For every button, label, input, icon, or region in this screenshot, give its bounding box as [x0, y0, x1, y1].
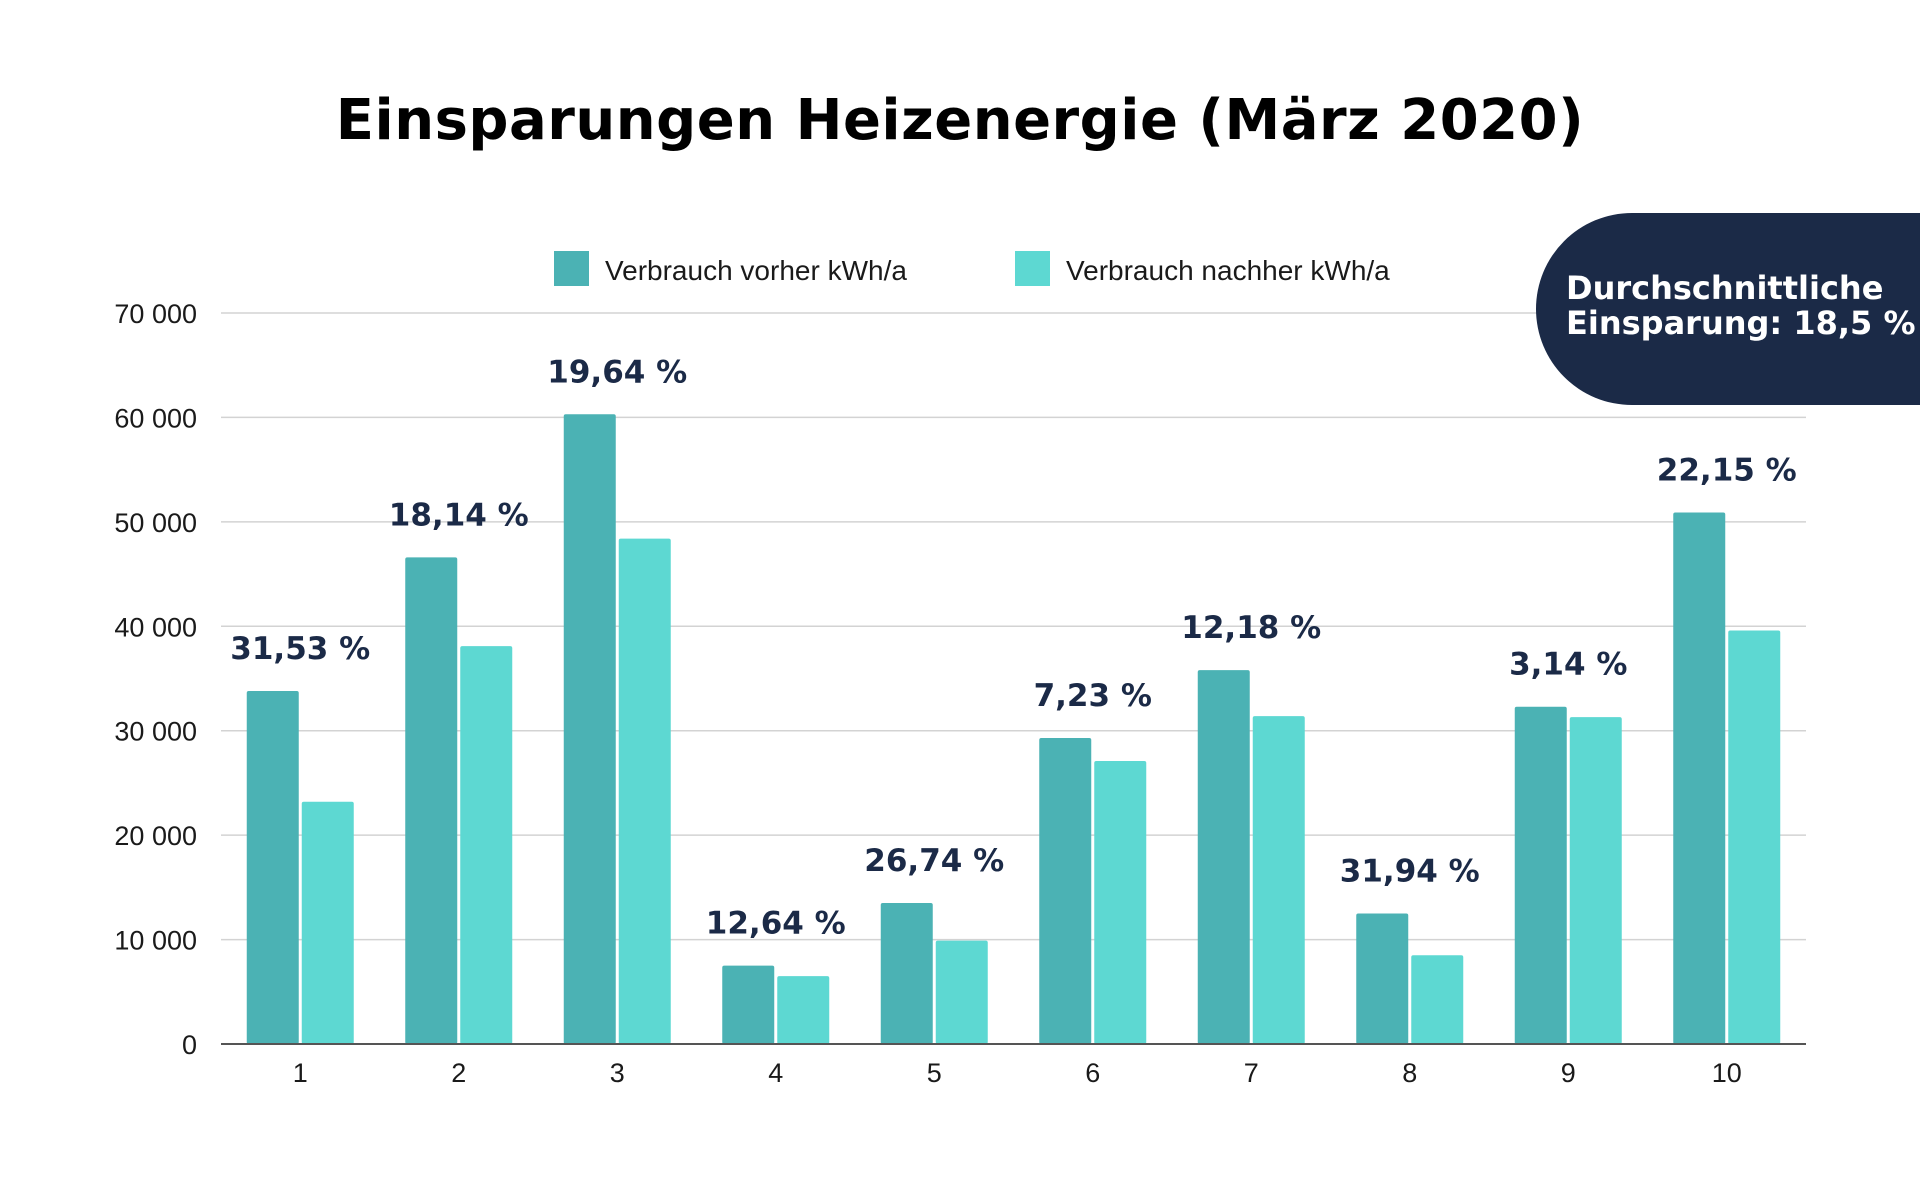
x-tick-label: 10	[1712, 1058, 1742, 1088]
bar-nachher	[1569, 717, 1622, 1044]
percent-label: 19,64 %	[547, 354, 687, 390]
percent-label: 12,18 %	[1181, 610, 1321, 646]
grid-lines	[221, 312, 1806, 941]
x-axis: 1 2 3 4 5 6 7 8 9 10	[221, 1043, 1806, 1088]
y-axis: 0 10 000 20 000 30 000 40 000 50 000 60 000 70 …	[114, 299, 197, 1060]
bar-nachher	[301, 801, 354, 1044]
percent-label: 31,53 %	[230, 631, 370, 667]
bar-nachher	[1252, 716, 1305, 1044]
bar-nachher	[618, 538, 671, 1044]
percent-label: 26,74 %	[864, 843, 1004, 879]
y-tick-label: 50 000	[114, 508, 197, 538]
bar-vorher	[1197, 670, 1250, 1044]
bar-vorher	[1356, 913, 1409, 1044]
bar-vorher	[880, 903, 933, 1044]
bar-vorher	[1514, 706, 1567, 1044]
bar-nachher	[460, 646, 513, 1044]
chart-title: Einsparungen Heizenergie (März 2020)	[335, 88, 1585, 153]
bar-nachher	[935, 940, 988, 1044]
bar-vorher	[1039, 738, 1092, 1044]
legend-label: Verbrauch vorher kWh/a	[605, 255, 907, 286]
bar-vorher	[246, 691, 299, 1044]
y-tick-label: 10 000	[114, 926, 197, 956]
legend-swatch	[1015, 251, 1050, 286]
x-tick-label: 2	[451, 1058, 466, 1088]
y-tick-label: 40 000	[114, 612, 197, 642]
badge-line-1: Durchschnittliche	[1566, 269, 1884, 307]
y-tick-label: 20 000	[114, 821, 197, 851]
percent-label: 7,23 %	[1034, 678, 1152, 714]
bar-nachher	[1728, 630, 1781, 1044]
legend-swatch	[554, 251, 589, 286]
y-tick-label: 0	[182, 1030, 197, 1060]
badge-line-2: Einsparung: 18,5 %	[1566, 304, 1916, 342]
legend-label: Verbrauch nachher kWh/a	[1066, 255, 1390, 286]
x-tick-label: 7	[1244, 1058, 1259, 1088]
percent-label: 3,14 %	[1509, 647, 1627, 683]
average-savings-badge: Durchschnittliche Einsparung: 18,5 %	[1536, 213, 1920, 405]
y-tick-label: 70 000	[114, 299, 197, 329]
percent-label: 31,94 %	[1340, 853, 1480, 889]
x-tick-label: 1	[293, 1058, 308, 1088]
x-tick-label: 6	[1085, 1058, 1100, 1088]
percent-label: 18,14 %	[389, 497, 529, 533]
bar-vorher	[563, 414, 616, 1044]
bar-nachher	[777, 976, 830, 1044]
x-tick-label: 9	[1561, 1058, 1576, 1088]
percent-label: 12,64 %	[706, 906, 846, 942]
x-tick-label: 8	[1402, 1058, 1417, 1088]
bar-vorher	[405, 557, 458, 1044]
legend: Verbrauch vorher kWh/a Verbrauch nachher …	[554, 251, 1390, 286]
bars	[246, 414, 1781, 1044]
bar-nachher	[1094, 760, 1147, 1044]
y-tick-label: 60 000	[114, 403, 197, 433]
percent-labels: 31,53 % 18,14 % 19,64 % 12,64 % 26,74 % 7,23 …	[230, 354, 1796, 941]
percent-label: 22,15 %	[1657, 452, 1797, 488]
bar-nachher	[1411, 955, 1464, 1044]
x-tick-label: 3	[610, 1058, 625, 1088]
y-tick-label: 30 000	[114, 717, 197, 747]
x-tick-label: 4	[768, 1058, 783, 1088]
bar-vorher	[722, 965, 775, 1044]
x-tick-label: 5	[927, 1058, 942, 1088]
bar-vorher	[1673, 512, 1726, 1044]
